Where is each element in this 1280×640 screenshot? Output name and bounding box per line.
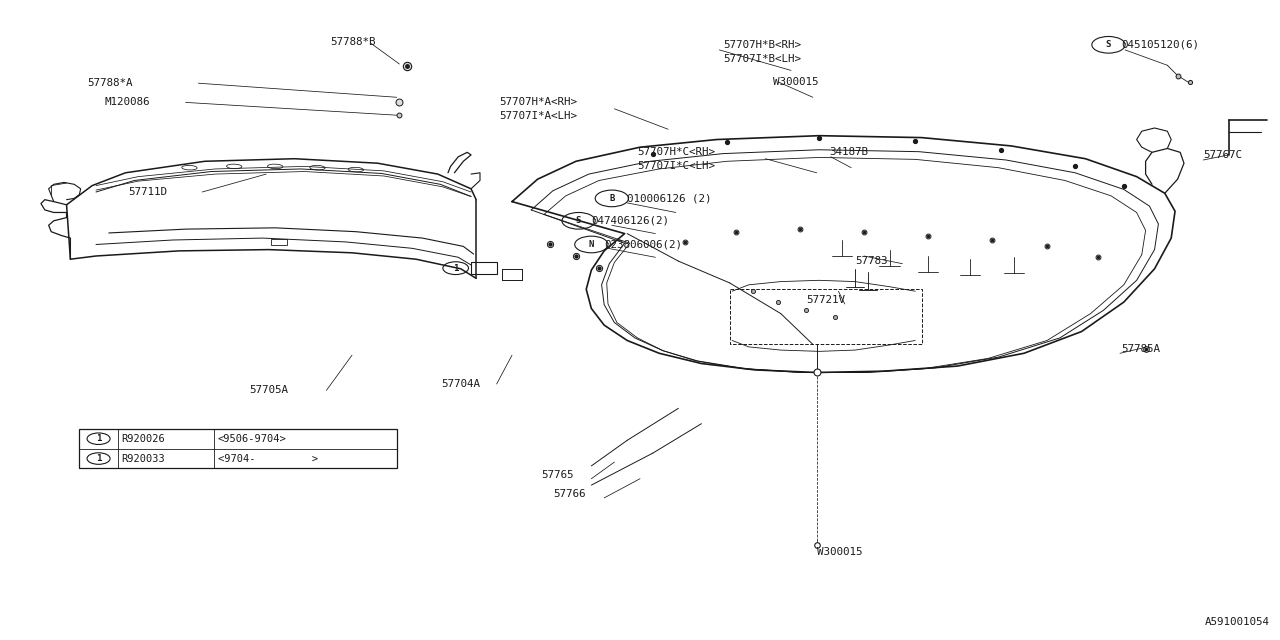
Text: 1: 1	[96, 454, 101, 463]
Text: 1: 1	[96, 434, 101, 444]
Text: 57707I*C<LH>: 57707I*C<LH>	[637, 161, 716, 172]
Text: S: S	[1106, 40, 1111, 49]
Bar	[79, 429, 397, 468]
Text: 045105120(6): 045105120(6)	[1121, 40, 1199, 50]
Text: 047406126(2): 047406126(2)	[591, 216, 669, 226]
Text: 57705A: 57705A	[250, 385, 288, 396]
Bar	[471, 262, 497, 274]
Text: 57721V: 57721V	[806, 294, 845, 305]
Text: 57704A: 57704A	[442, 379, 480, 389]
Text: B: B	[609, 194, 614, 203]
Text: S: S	[576, 216, 581, 225]
Text: 34187B: 34187B	[829, 147, 868, 157]
Text: 1: 1	[453, 264, 458, 273]
Text: 57707H*C<RH>: 57707H*C<RH>	[637, 147, 716, 157]
Text: <9506-9704>: <9506-9704>	[218, 434, 287, 444]
Text: 57711D: 57711D	[128, 187, 166, 197]
Text: 57765: 57765	[541, 470, 573, 480]
Text: N: N	[589, 240, 594, 249]
Text: A591001054: A591001054	[1204, 617, 1270, 627]
Text: W300015: W300015	[817, 547, 863, 557]
Text: R920033: R920033	[122, 454, 165, 463]
Text: 57766: 57766	[553, 489, 585, 499]
Text: 57767C: 57767C	[1203, 150, 1242, 160]
Text: 57783: 57783	[855, 256, 887, 266]
Text: 023806006(2): 023806006(2)	[604, 239, 682, 250]
Text: 57785A: 57785A	[1121, 344, 1160, 355]
Text: 57788*A: 57788*A	[87, 78, 133, 88]
Text: M120086: M120086	[105, 97, 151, 108]
Text: 57707I*B<LH>: 57707I*B<LH>	[723, 54, 801, 64]
Text: 57707H*A<RH>: 57707H*A<RH>	[499, 97, 577, 108]
Text: 010006126 (2): 010006126 (2)	[627, 193, 712, 204]
Text: <9704-         >: <9704- >	[218, 454, 317, 463]
Text: R920026: R920026	[122, 434, 165, 444]
Text: 57707H*B<RH>: 57707H*B<RH>	[723, 40, 801, 50]
Text: W300015: W300015	[773, 77, 819, 87]
Text: 57788*B: 57788*B	[330, 36, 376, 47]
Bar	[271, 239, 287, 245]
Text: 57707I*A<LH>: 57707I*A<LH>	[499, 111, 577, 122]
